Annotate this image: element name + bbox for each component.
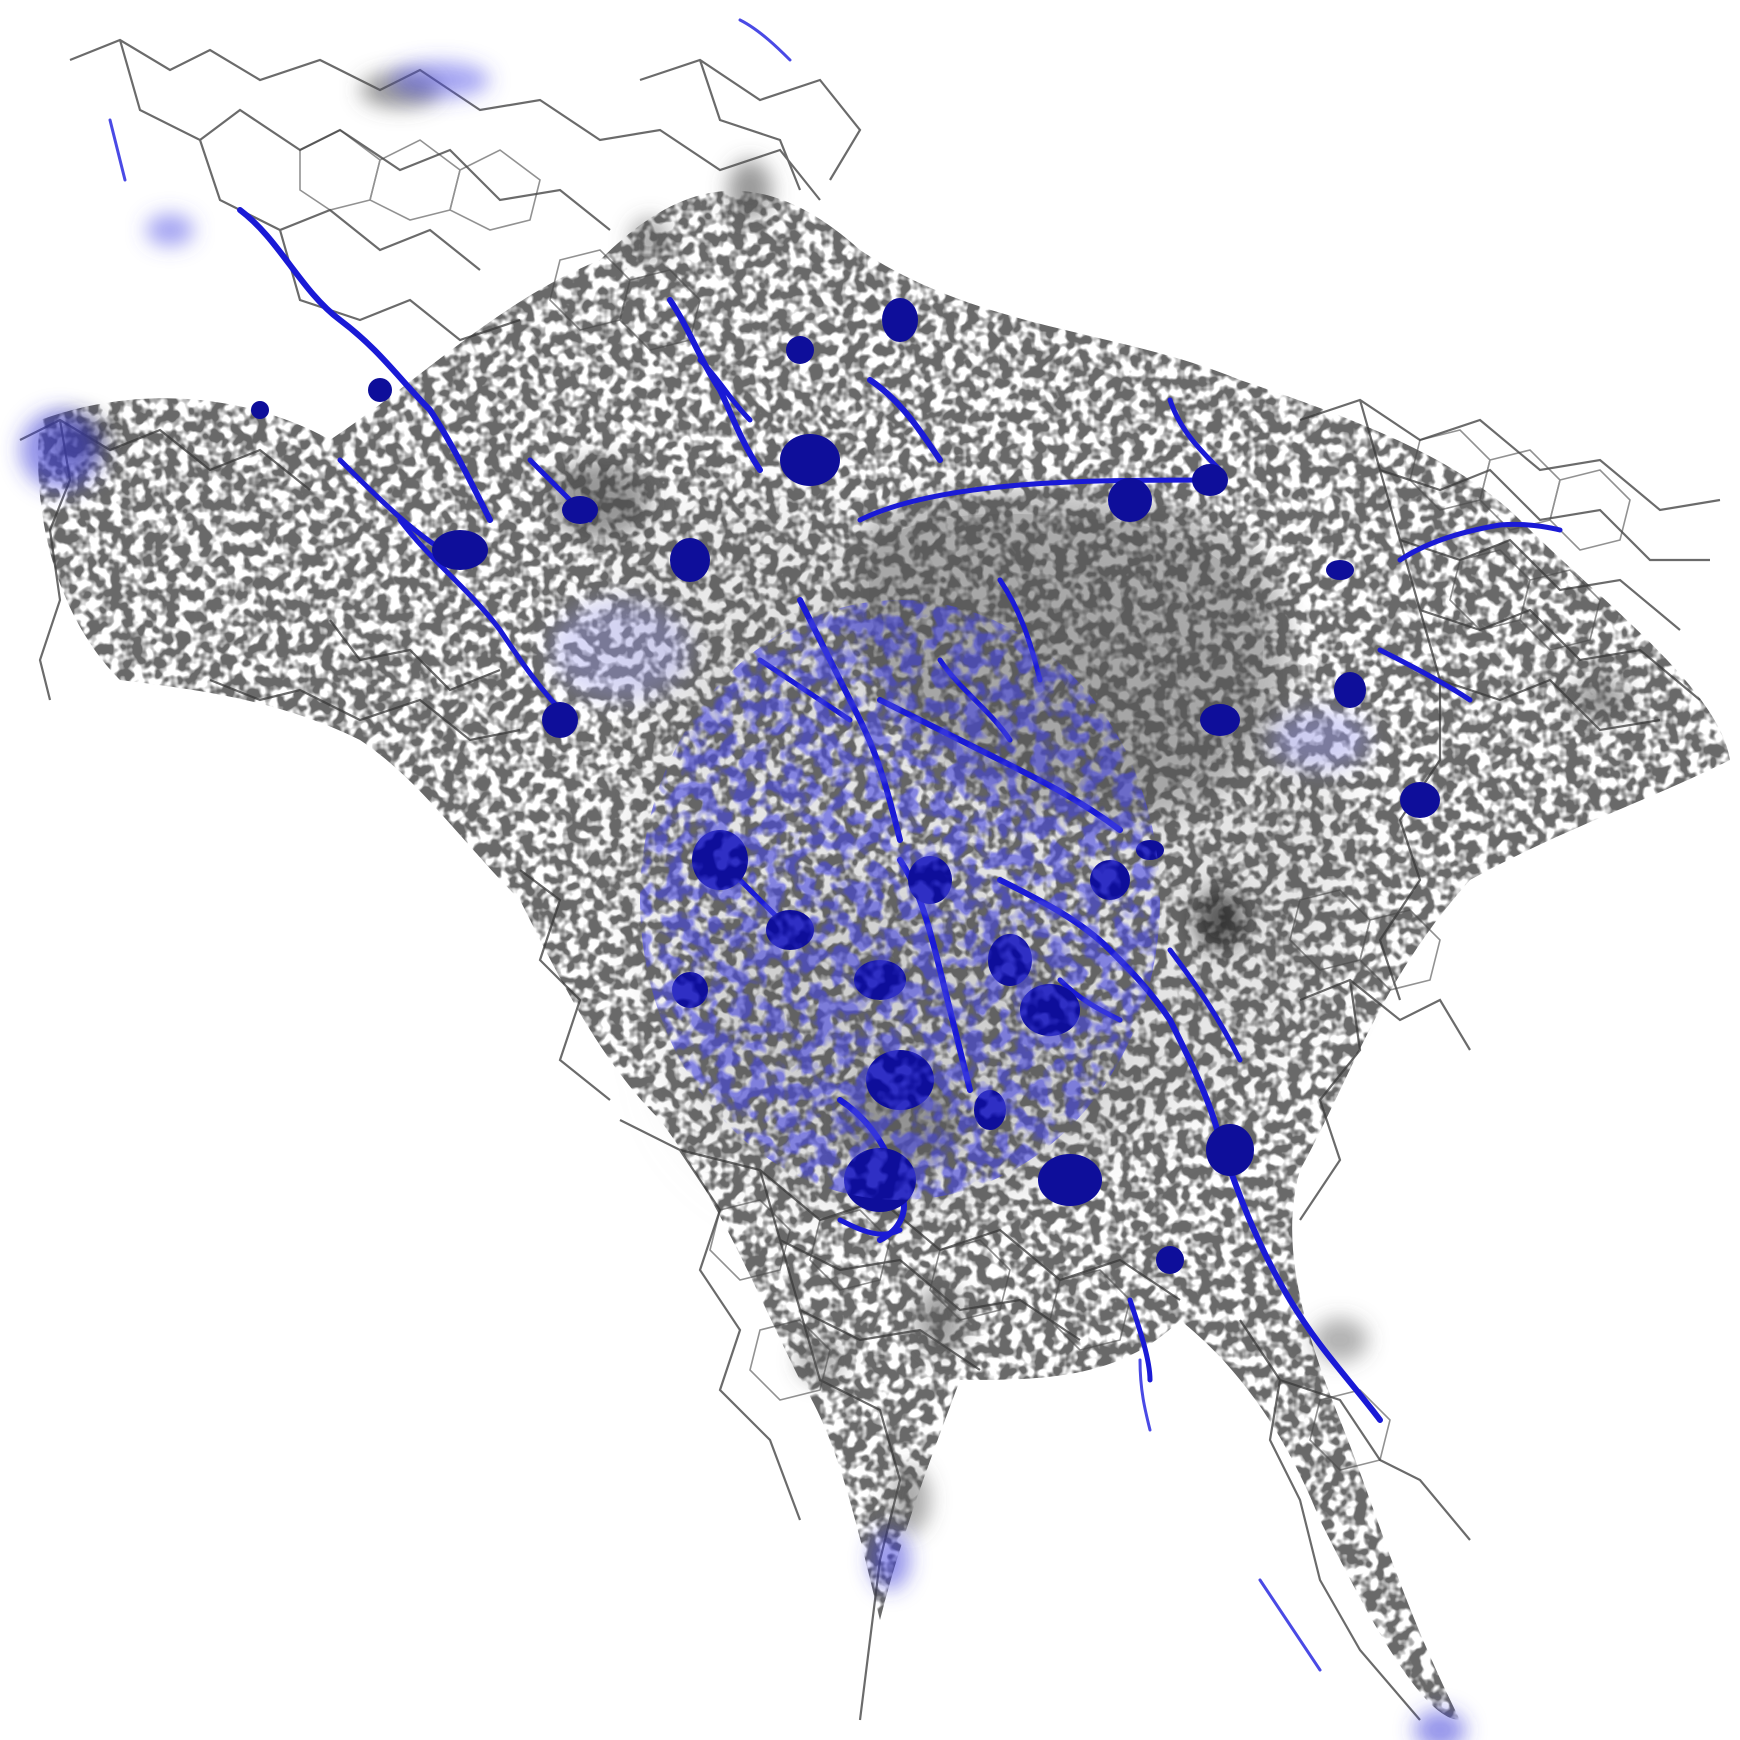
mitochondria-filaments (108, 18, 1322, 1672)
er-network (19, 38, 1721, 1721)
er-mesh (299, 129, 1631, 1471)
mitochondria-speckle (640, 600, 1160, 1200)
mitochondria-haze (20, 62, 1466, 1740)
